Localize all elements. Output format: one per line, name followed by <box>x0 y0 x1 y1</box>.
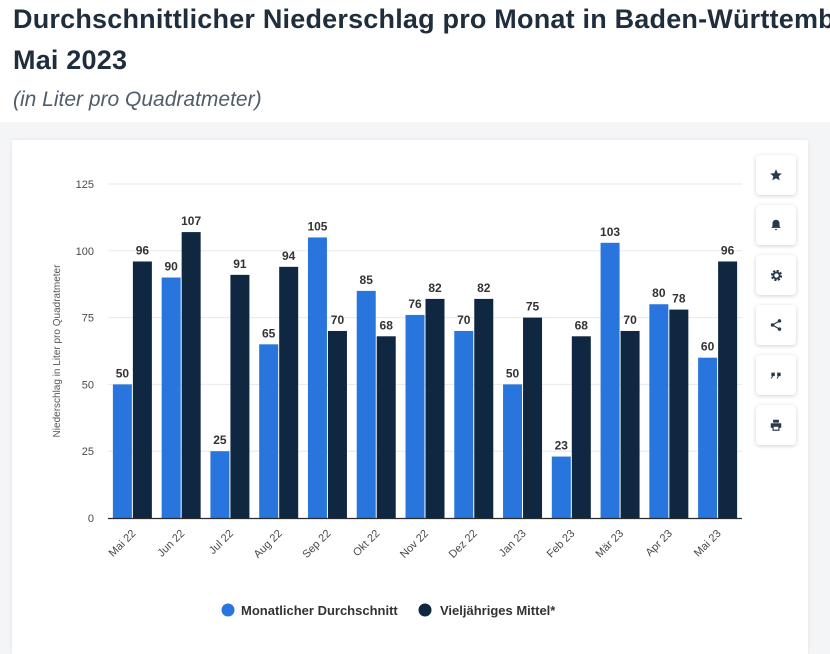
data-label: 50 <box>506 366 520 380</box>
bar-vieljaehriges-mittel[interactable] <box>523 317 543 518</box>
bar-monatlicher-durchschnitt[interactable] <box>454 330 474 518</box>
bar-monatlicher-durchschnitt[interactable] <box>356 290 376 518</box>
favorite-button[interactable] <box>756 155 796 195</box>
legend-marker-vieljaehriges-mittel[interactable] <box>418 603 432 617</box>
x-tick-label: Nov 22 <box>398 528 431 561</box>
cite-button[interactable] <box>756 355 796 395</box>
x-tick-label: Jul 22 <box>207 528 236 557</box>
bar-monatlicher-durchschnitt[interactable] <box>503 384 523 518</box>
page-subtitle: (in Liter pro Quadratmeter) <box>13 88 262 111</box>
bar-vieljaehriges-mittel[interactable] <box>327 330 347 518</box>
data-label: 80 <box>652 286 666 300</box>
x-tick-label: Feb 23 <box>545 528 578 561</box>
bar-monatlicher-durchschnitt[interactable] <box>551 456 571 518</box>
y-axis-label: Niederschlag in Liter pro Quadratmeter <box>52 264 63 438</box>
data-label: 65 <box>262 326 276 340</box>
x-tick-label: Sep 22 <box>300 528 333 561</box>
bar-monatlicher-durchschnitt[interactable] <box>698 357 718 518</box>
data-label: 82 <box>428 281 442 295</box>
data-label: 76 <box>408 297 422 311</box>
data-label: 75 <box>526 300 540 314</box>
data-label: 107 <box>181 214 201 228</box>
data-label: 60 <box>701 340 715 354</box>
data-label: 50 <box>116 366 130 380</box>
y-tick-label: 125 <box>76 179 94 191</box>
data-label: 68 <box>380 318 394 332</box>
share-icon <box>770 319 782 331</box>
data-label: 94 <box>282 249 296 263</box>
x-tick-label: Jun 22 <box>155 528 187 560</box>
bar-monatlicher-durchschnitt[interactable] <box>161 277 181 518</box>
bar-vieljaehriges-mittel[interactable] <box>620 330 640 518</box>
x-tick-label: Okt 22 <box>351 528 382 559</box>
bar-vieljaehriges-mittel[interactable] <box>376 336 396 518</box>
data-label: 85 <box>360 273 374 287</box>
bar-vieljaehriges-mittel[interactable] <box>718 261 738 518</box>
legend-label-vieljaehriges-mittel[interactable]: Vieljähriges Mittel* <box>440 603 556 618</box>
bar-vieljaehriges-mittel[interactable] <box>230 274 250 518</box>
bar-monatlicher-durchschnitt[interactable] <box>307 237 327 518</box>
bar-vieljaehriges-mittel[interactable] <box>474 298 494 518</box>
data-label: 91 <box>233 257 247 271</box>
bar-vieljaehriges-mittel[interactable] <box>132 261 152 518</box>
bar-monatlicher-durchschnitt[interactable] <box>210 451 230 518</box>
x-tick-label: Mai 23 <box>692 528 724 560</box>
bar-monatlicher-durchschnitt[interactable] <box>405 314 425 518</box>
data-label: 103 <box>600 225 620 239</box>
x-tick-label: Jan 23 <box>497 528 529 560</box>
bar-monatlicher-durchschnitt[interactable] <box>649 304 669 518</box>
bar-monatlicher-durchschnitt[interactable] <box>112 384 132 518</box>
bar-vieljaehriges-mittel[interactable] <box>669 309 689 518</box>
data-label: 23 <box>555 439 569 453</box>
bar-vieljaehriges-mittel[interactable] <box>181 232 201 518</box>
bell-icon <box>771 219 781 231</box>
gear-icon <box>770 269 782 281</box>
quote-icon <box>770 372 781 379</box>
data-label: 25 <box>213 433 227 447</box>
data-label: 70 <box>623 313 637 327</box>
star-icon <box>770 169 782 181</box>
data-label: 68 <box>575 318 589 332</box>
y-tick-label: 100 <box>76 246 94 258</box>
bar-monatlicher-durchschnitt[interactable] <box>259 344 279 518</box>
data-label: 90 <box>164 260 178 274</box>
data-label: 78 <box>672 292 686 306</box>
x-tick-label: Mai 22 <box>107 528 139 560</box>
legend-label-monatlicher-durchschnitt[interactable]: Monatlicher Durchschnitt <box>241 603 398 618</box>
data-label: 96 <box>721 243 735 257</box>
settings-button[interactable] <box>756 255 796 295</box>
bar-monatlicher-durchschnitt[interactable] <box>600 242 620 518</box>
notify-button[interactable] <box>756 205 796 245</box>
y-tick-label: 25 <box>82 446 94 458</box>
data-label: 96 <box>136 243 150 257</box>
print-icon <box>770 419 782 431</box>
bar-vieljaehriges-mittel[interactable] <box>425 298 445 518</box>
y-tick-label: 75 <box>82 313 94 325</box>
data-label: 105 <box>307 219 327 233</box>
x-tick-label: Dez 22 <box>447 528 480 561</box>
y-tick-label: 50 <box>82 379 94 391</box>
data-label: 70 <box>331 313 345 327</box>
data-label: 70 <box>457 313 471 327</box>
x-tick-label: Mär 23 <box>593 528 626 561</box>
bar-vieljaehriges-mittel[interactable] <box>571 336 591 518</box>
x-tick-label: Aug 22 <box>252 528 285 561</box>
share-button[interactable] <box>756 305 796 345</box>
print-button[interactable] <box>756 405 796 445</box>
page-title-line2: Mai 2023 <box>13 45 128 75</box>
bar-vieljaehriges-mittel[interactable] <box>279 266 299 518</box>
data-label: 82 <box>477 281 491 295</box>
x-tick-label: Apr 23 <box>644 528 675 559</box>
legend-marker-monatlicher-durchschnitt[interactable] <box>221 603 235 617</box>
y-tick-label: 0 <box>88 513 94 525</box>
page-title: Durchschnittlicher Niederschlag pro Mona… <box>13 4 830 34</box>
